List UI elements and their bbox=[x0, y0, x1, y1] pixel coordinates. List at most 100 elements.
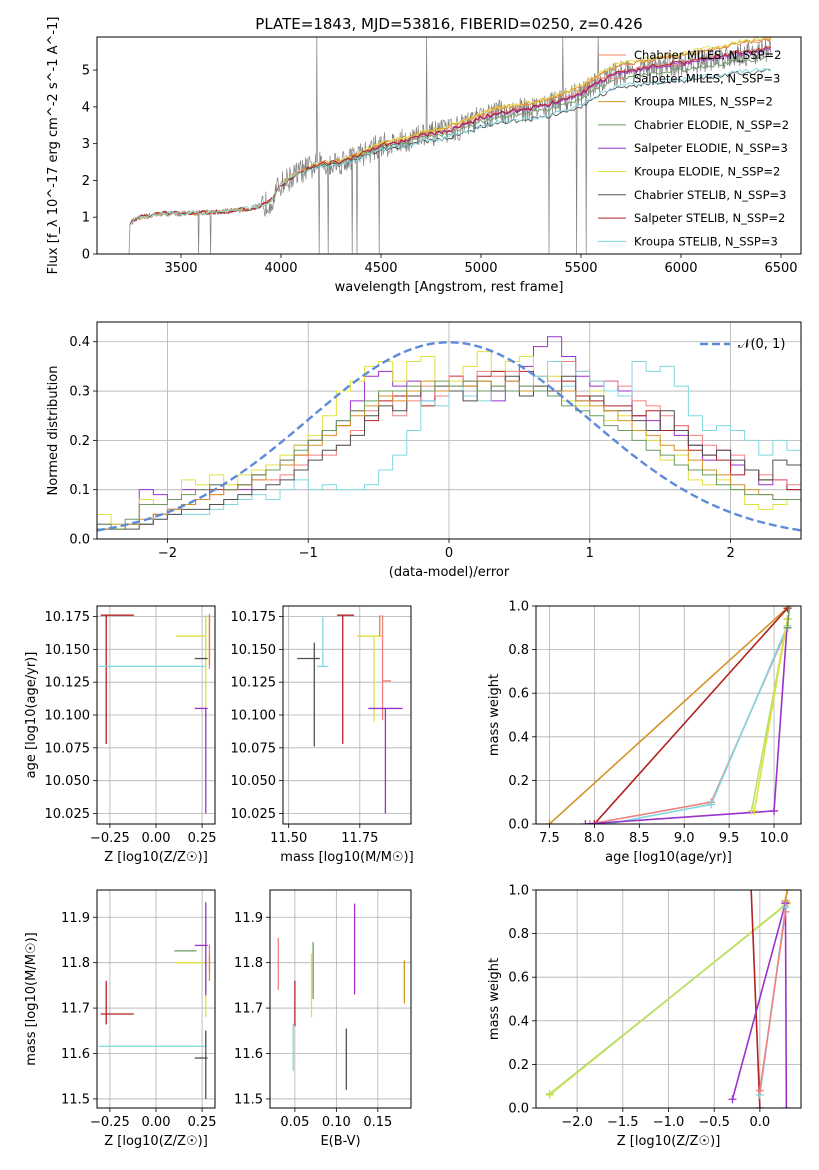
x-tick-label: −1 bbox=[299, 546, 318, 561]
axes-frame bbox=[96, 36, 802, 255]
figure-title: PLATE=1843, MJD=53816, FIBERID=0250, z=0… bbox=[255, 15, 642, 33]
y-tick-label: 0.4 bbox=[508, 730, 529, 745]
y-tick-label: 3 bbox=[82, 137, 90, 152]
x-axis-label: Z [log10(Z/Z☉)] bbox=[104, 850, 208, 865]
weight-line-salpeter_stelib bbox=[750, 890, 761, 1108]
y-tick-label: 10.050 bbox=[231, 774, 277, 789]
x-tick-label: 9.0 bbox=[674, 831, 695, 846]
x-axis-label: age [log10(age/yr)] bbox=[605, 850, 732, 865]
y-tick-label: 5 bbox=[82, 64, 90, 79]
y-axis-label: Flux [f_λ 10^-17 erg cm^-2 s^-1 A^-1] bbox=[46, 17, 61, 275]
x-tick-label: −0.25 bbox=[90, 831, 130, 846]
x-tick-label: 0.10 bbox=[322, 1115, 351, 1130]
x-tick-label: 0.00 bbox=[142, 1115, 171, 1130]
plot-area-residuals bbox=[97, 336, 801, 539]
x-axis-label: Z [log10(Z/Z☉)] bbox=[104, 1134, 208, 1149]
y-axis-label: Normed distribution bbox=[46, 366, 61, 496]
x-axis-label: E(B-V) bbox=[320, 1134, 360, 1149]
y-axis-label: mass [log10(M/M☉)] bbox=[24, 932, 39, 1065]
y-tick-label: 10.125 bbox=[45, 676, 91, 691]
weight-marker-green_yellow bbox=[545, 1089, 554, 1098]
plot-area-mass_vs_Z bbox=[98, 902, 211, 1099]
weight-marker-salpeter_elodie bbox=[728, 1095, 737, 1104]
panel-mass_vs_EBV: 0.05 0.10 0.15 11.5 11.6 11.7 11.8 11.9 E(B-V) bbox=[234, 889, 412, 1149]
weight-marker-kroupa_miles bbox=[545, 820, 554, 824]
weight-line-salpeter_elodie bbox=[784, 903, 788, 1108]
weight-marker-kroupa_stelib bbox=[603, 820, 612, 824]
panel-massweight_vs_age: 7.5 8.0 8.5 9.0 9.5 10.0 0.0 0.2 0.4 0.6 0.8 1.0 age… bbox=[487, 600, 802, 865]
x-tick-label: 8.0 bbox=[584, 831, 605, 846]
y-tick-label: 10.050 bbox=[45, 774, 91, 789]
y-tick-label: 0.3 bbox=[69, 385, 90, 400]
y-tick-label: 0.8 bbox=[508, 927, 529, 942]
panel-massweight_vs_Z: −2.0 −1.5 −1.0 −0.5 0.0 0.0 0.2 0.4 0.6 0.8 1.0 Z [… bbox=[487, 875, 802, 1149]
panel-age_vs_mass: 11.50 11.75 10.025 10.050 10.075 10.100 10.125… bbox=[231, 605, 414, 865]
x-tick-label: 0.0 bbox=[750, 1115, 771, 1130]
weight-line-salpeter_stelib bbox=[593, 607, 789, 824]
x-tick-label: 0.25 bbox=[188, 831, 217, 846]
weight-line-salpeter_elodie bbox=[731, 902, 787, 1100]
y-tick-label: 0.0 bbox=[69, 533, 90, 548]
x-tick-label: 7.5 bbox=[539, 831, 560, 846]
x-axis-label: (data-model)/error bbox=[389, 565, 510, 580]
x-tick-label: 2 bbox=[726, 546, 734, 561]
weight-marker-kroupa_miles bbox=[783, 890, 792, 894]
weight-marker-salpeter_stelib bbox=[747, 875, 755, 883]
weight-marker-salpeter_stelib bbox=[590, 820, 599, 824]
y-tick-label: 2 bbox=[82, 174, 90, 189]
weight-marker-salpeter_elodie bbox=[581, 820, 590, 824]
y-tick-label: 11.8 bbox=[61, 956, 90, 971]
x-tick-label: −1.0 bbox=[653, 1115, 685, 1130]
weight-marker-salpeter_miles bbox=[585, 820, 594, 824]
legend-label: Salpeter MILES, N_SSP=3 bbox=[634, 71, 780, 85]
y-tick-label: 11.8 bbox=[234, 956, 263, 971]
legend-label: Chabrier ELODIE, N_SSP=2 bbox=[634, 118, 789, 132]
y-tick-label: 0.4 bbox=[508, 1014, 529, 1029]
y-tick-label: 0.4 bbox=[69, 335, 90, 350]
y-tick-label: 10.100 bbox=[45, 709, 91, 724]
x-tick-label: −2.0 bbox=[561, 1115, 593, 1130]
weight-marker-kroupa_miles bbox=[781, 896, 790, 905]
x-tick-label: 11.75 bbox=[341, 831, 378, 846]
y-tick-label: 10.100 bbox=[231, 709, 277, 724]
y-tick-label: 1 bbox=[82, 211, 90, 226]
axes-frame bbox=[535, 605, 802, 825]
weight-marker-salpeter_miles bbox=[755, 1086, 764, 1095]
x-tick-label: −0.25 bbox=[90, 1115, 130, 1130]
x-tick-label: −1.5 bbox=[607, 1115, 639, 1130]
x-axis-label: Z [log10(Z/Z☉)] bbox=[617, 1134, 721, 1149]
x-tick-label: −2 bbox=[158, 546, 177, 561]
y-tick-label: 1.0 bbox=[508, 884, 529, 899]
y-tick-label: 0.1 bbox=[69, 483, 90, 498]
x-axis-label: mass [log10(M/M☉)] bbox=[280, 850, 413, 865]
legend-label: 𝒩(0, 1) bbox=[738, 337, 785, 352]
y-tick-label: 0.2 bbox=[508, 774, 529, 789]
weight-marker-chabrier_elodie bbox=[783, 623, 792, 632]
x-tick-label: −0.5 bbox=[698, 1115, 730, 1130]
weight-marker-salpeter_miles bbox=[781, 907, 790, 916]
x-tick-label: 6000 bbox=[664, 261, 697, 276]
plot-area-age_vs_Z bbox=[98, 613, 211, 814]
weight-marker-salpeter_stelib bbox=[755, 1104, 764, 1108]
axes-frame bbox=[535, 889, 802, 1109]
plot-area-massweight_vs_age bbox=[545, 606, 794, 824]
x-tick-label: 9.5 bbox=[719, 831, 740, 846]
y-tick-label: 11.7 bbox=[61, 1002, 90, 1017]
legend-label: Kroupa MILES, N_SSP=2 bbox=[634, 95, 773, 109]
plot-area-massweight_vs_Z bbox=[545, 875, 792, 1108]
x-tick-label: 0.15 bbox=[363, 1115, 392, 1130]
normal-curve-line bbox=[97, 340, 801, 532]
x-tick-label: 0.25 bbox=[188, 1115, 217, 1130]
weight-line-green_yellow bbox=[549, 904, 786, 1095]
axes-frame bbox=[96, 321, 802, 540]
x-tick-label: 4000 bbox=[264, 261, 297, 276]
y-tick-label: 0 bbox=[82, 248, 90, 263]
y-tick-label: 11.9 bbox=[61, 911, 90, 926]
y-tick-label: 11.6 bbox=[234, 1047, 263, 1062]
y-tick-label: 4 bbox=[82, 100, 90, 115]
panel-age_vs_Z: −0.25 0.00 0.25 10.025 10.050 10.075 10.100 10.… bbox=[24, 605, 217, 865]
y-tick-label: 0.6 bbox=[508, 971, 529, 986]
legend-label: Chabrier STELIB, N_SSP=3 bbox=[634, 188, 786, 202]
y-axis-label: mass weight bbox=[487, 674, 502, 756]
y-tick-label: 10.025 bbox=[231, 807, 277, 822]
